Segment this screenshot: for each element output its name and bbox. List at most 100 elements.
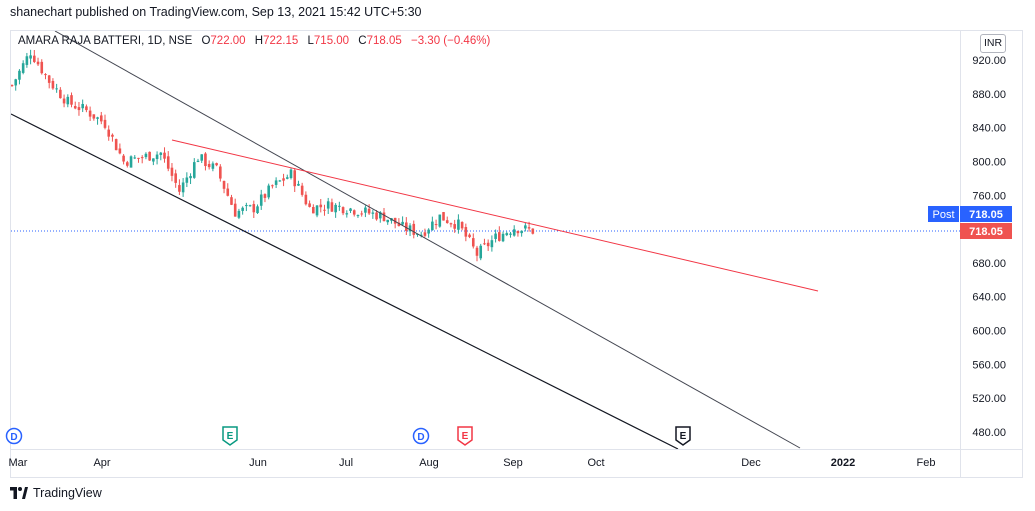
dividend-marker[interactable]: D [5, 427, 23, 445]
svg-text:D: D [417, 432, 424, 443]
candle-body [200, 154, 204, 161]
candle-body [431, 221, 434, 231]
svg-text:E: E [462, 431, 469, 442]
candle-body [85, 106, 88, 111]
candle-body [371, 212, 375, 214]
candle-body [11, 85, 14, 87]
candle-body [259, 194, 263, 206]
candle-body [114, 139, 118, 151]
candle-body [25, 56, 29, 65]
time-tick-label: Dec [741, 457, 761, 469]
candle-body [527, 227, 531, 229]
candle-body [315, 205, 319, 216]
candle-body [457, 219, 460, 230]
candle-body [427, 229, 430, 234]
candle-body [505, 233, 509, 236]
candle-body [99, 115, 103, 122]
candle-body [334, 204, 337, 213]
candle-body [386, 219, 390, 223]
candle-body [192, 162, 196, 178]
candle-body [498, 232, 501, 241]
time-axis[interactable]: Mar Apr Jun Jul Aug Sep Oct Dec 2022 Feb [9, 457, 936, 469]
candle-body [21, 63, 25, 73]
close-value: 718.05 [366, 35, 402, 47]
earnings-marker[interactable]: E [222, 426, 238, 446]
candle-body [29, 55, 32, 59]
price-axis[interactable]: 920.00 880.00 840.00 800.00 760.00 680.00 640.… [972, 55, 1006, 439]
candle-body [312, 206, 315, 214]
candle-body [434, 224, 438, 226]
candle-body [486, 242, 490, 247]
candle-body [341, 207, 345, 214]
candle-body [137, 157, 140, 159]
candle-body [66, 96, 70, 105]
channel-upper-line[interactable] [54, 31, 801, 449]
price-axis-divider [960, 30, 961, 478]
candle-body [40, 61, 44, 74]
candle-body [364, 207, 367, 213]
candle-body [230, 197, 233, 205]
candle-body [36, 61, 40, 65]
candle-body [471, 238, 475, 247]
price-tick-label: 760.00 [972, 190, 1006, 202]
candle-body [211, 163, 215, 169]
candle-body [47, 75, 51, 83]
candle-body [248, 205, 252, 207]
candle-body [152, 158, 155, 162]
candle-body [92, 114, 96, 119]
candle-body [445, 220, 449, 224]
candle-body [464, 227, 468, 237]
candle-body [226, 188, 230, 196]
currency-button[interactable]: INR [980, 34, 1006, 53]
candle-body [263, 194, 267, 198]
price-tick-label: 920.00 [972, 55, 1006, 67]
candle-body [285, 177, 289, 179]
candle-body [300, 185, 304, 195]
chart-frame [10, 30, 1023, 478]
time-tick-label: Mar [9, 457, 28, 469]
time-tick-label: Sep [503, 457, 523, 469]
candle-body [416, 233, 419, 235]
candle-body [207, 163, 211, 168]
time-tick-label: 2022 [831, 457, 855, 469]
candle-body [18, 70, 21, 80]
candle-body [326, 201, 330, 209]
post-price-label: Post 718.05 [928, 206, 1012, 222]
resistance-trendline[interactable] [171, 139, 819, 292]
candle-body [274, 180, 278, 185]
candle-body [159, 152, 163, 155]
candle-body [308, 203, 311, 207]
candle-body [170, 167, 174, 176]
candle-body [241, 207, 244, 211]
dividend-marker[interactable]: D [412, 427, 430, 445]
candle-body [349, 208, 352, 211]
candle-body [233, 203, 237, 217]
svg-text:Post: Post [932, 209, 954, 221]
footer-brand[interactable]: TradingView [33, 486, 102, 500]
candle-body [245, 205, 248, 207]
candle-body [408, 225, 412, 232]
candle-body [51, 80, 55, 89]
upcoming-earnings-marker[interactable]: E [675, 426, 691, 446]
candle-body [330, 202, 334, 212]
channel-lower-line[interactable] [11, 113, 679, 449]
candle-body [44, 74, 47, 76]
candle-body [419, 234, 423, 237]
candle-body [453, 224, 456, 229]
event-markers[interactable]: D E D E E [5, 426, 691, 446]
low-label: L [307, 35, 314, 47]
plot-area[interactable] [11, 31, 960, 449]
candle-body [59, 89, 62, 99]
price-tick-label: 640.00 [972, 292, 1006, 304]
candle-body [70, 95, 73, 105]
earnings-marker[interactable]: E [457, 426, 473, 446]
svg-text:718.05: 718.05 [969, 226, 1003, 238]
candle-body [267, 185, 270, 198]
candle-body [501, 233, 505, 242]
candle-body [297, 183, 300, 186]
last-price-label: 718.05 [960, 223, 1012, 239]
change-value: −3.30 (−0.46%) [411, 35, 491, 47]
svg-text:D: D [10, 432, 17, 443]
candle-body [468, 234, 471, 238]
